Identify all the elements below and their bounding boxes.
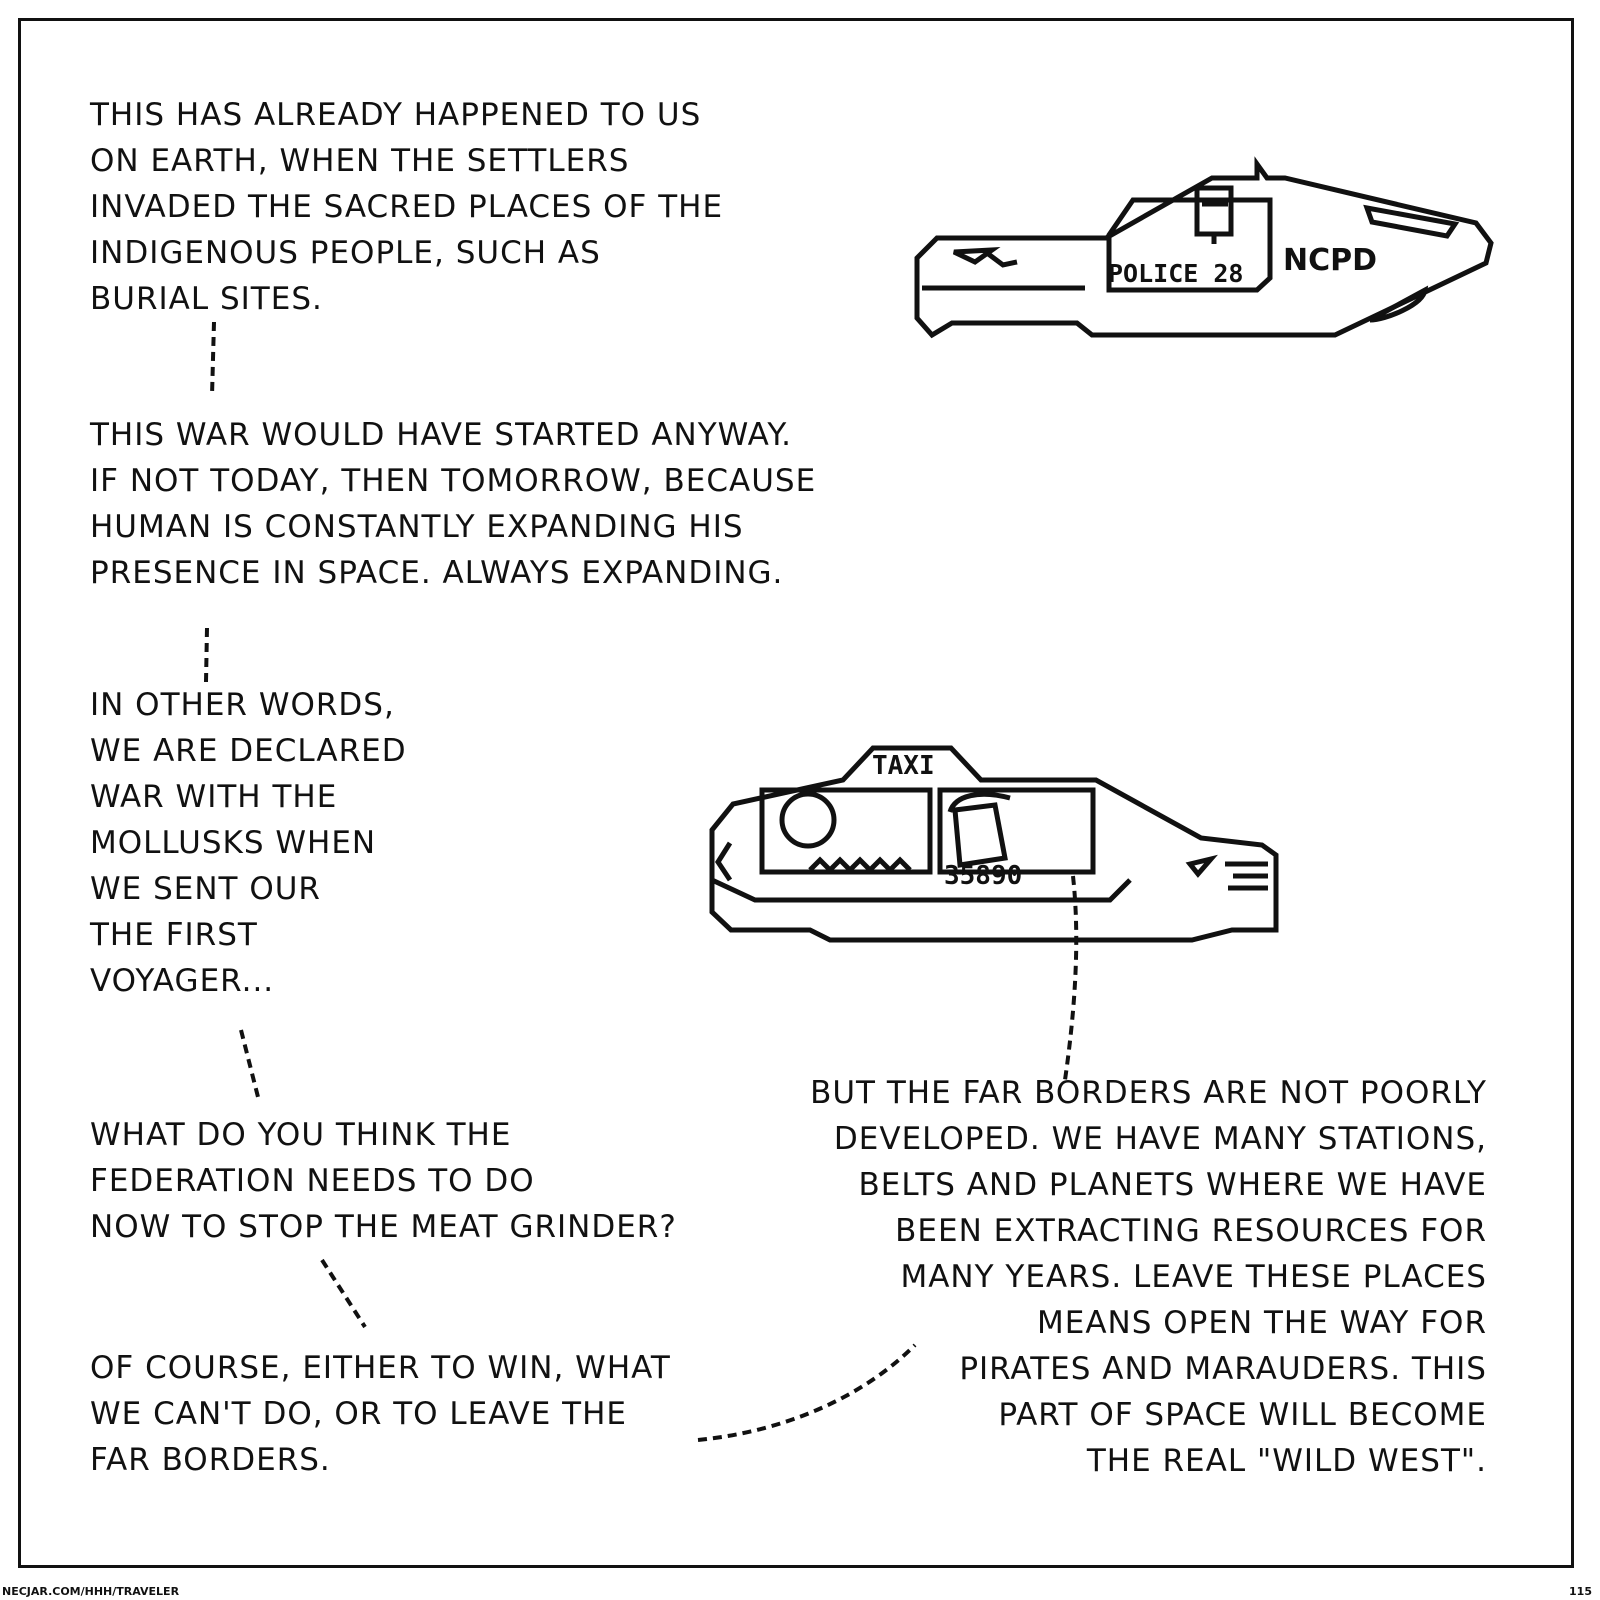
taxi-driver-head [952,802,1008,868]
taxi-window-driver [937,787,1096,875]
police-car [914,156,1494,339]
taxi-number: 35890 [944,861,1022,891]
police-officer [1194,185,1234,237]
taxi-car [709,745,1279,943]
speech-text-3: In other words, we are declared war with… [90,687,407,999]
police-car-label: POLICE 28 [1108,259,1243,288]
connector-1 [210,321,216,397]
taxi-rear-detail [715,841,733,882]
speech-text-2: This war would have started anyway. If n… [90,417,817,591]
taxi-sign: TAXI [872,751,935,781]
taxi-front-detail [1185,854,1218,878]
taxi-lower-trim [710,877,1132,903]
connector-2 [204,627,209,683]
connector-3 [239,1029,260,1098]
page-number: 115 [1569,1585,1592,1598]
footer-url: necjar.com/hhh/traveler [2,1585,180,1598]
police-car-window [1106,197,1273,293]
police-car-front-detail-1 [952,247,1001,265]
taxi-window-passenger [759,787,933,875]
taxi-driver-hair [947,791,1011,813]
connector-6 [1063,875,1079,1081]
police-car-rear-detail [1363,204,1460,239]
taxi-checker-strip [808,856,912,874]
connector-4 [320,1258,367,1329]
speech-text-4: What do you think the Federation needs t… [90,1117,677,1245]
comic-panel [18,18,1574,1568]
speech-text-5: Of course, either to win, what we can't … [90,1350,671,1478]
police-car-thruster [1368,285,1429,323]
police-car-front-detail-2 [985,251,1018,268]
speech-text-6: But the far borders are not poorly devel… [810,1075,1487,1479]
police-car-body [914,156,1494,339]
police-car-brand: NCPD [1283,243,1377,278]
taxi-passenger-head [779,791,837,849]
taxi-body [709,745,1279,943]
speech-text-1: This has already happened to us on Earth… [90,97,724,317]
connector-5 [697,1343,917,1442]
taxi-front-vents [1225,861,1268,891]
